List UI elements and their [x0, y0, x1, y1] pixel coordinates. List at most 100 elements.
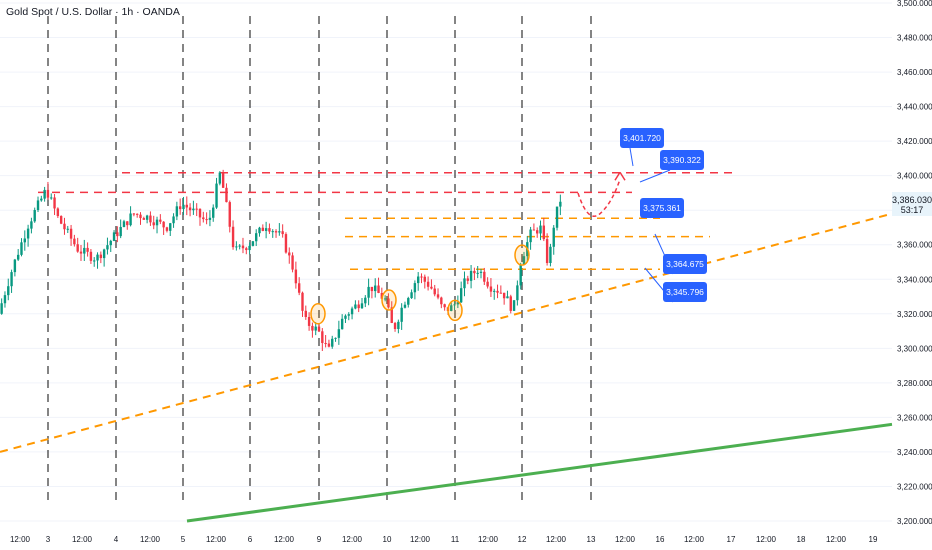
candle-body — [79, 251, 83, 254]
candle-body — [502, 292, 506, 299]
x-tick-label: 17 — [727, 535, 736, 544]
candle-body — [225, 187, 228, 203]
candle-body — [555, 206, 559, 228]
label-leader — [639, 169, 671, 183]
x-tick-label: 5 — [181, 535, 186, 544]
candle-body — [56, 208, 60, 217]
candle-body — [403, 304, 407, 308]
candle-body — [264, 228, 268, 231]
candle-body — [278, 231, 281, 233]
candle-body — [73, 238, 76, 245]
touch-circle — [310, 303, 326, 325]
candle-body — [542, 225, 546, 240]
x-tick-label: 19 — [869, 535, 878, 544]
candle-body — [397, 321, 400, 329]
candle-body — [215, 183, 218, 208]
candle-body — [7, 286, 10, 296]
candle-body — [20, 242, 23, 255]
candle-body — [258, 227, 261, 234]
trendline-major — [186, 422, 893, 523]
candle-body — [109, 240, 112, 246]
x-tick-label: 12:00 — [756, 535, 777, 544]
candle-body — [364, 297, 367, 304]
x-tick-label: 9 — [317, 535, 322, 544]
candle-body — [459, 288, 463, 303]
candle-body — [40, 198, 43, 201]
candle-body — [268, 228, 271, 232]
candle-body — [83, 247, 86, 254]
y-tick-label: 3,440.000 — [897, 103, 932, 112]
candle-body — [208, 217, 212, 220]
candle-body — [350, 308, 354, 315]
price-axis[interactable]: 3,200.000 3,220.000 3,240.000 3,260.000 3,28… — [897, 0, 932, 526]
time-axis[interactable]: 12:00 3 12:00 4 12:00 5 12:00 6 12:00 9 12:00 10 12:… — [10, 535, 878, 544]
candle-body — [271, 231, 274, 233]
x-tick-label: 12:00 — [274, 535, 295, 544]
candle-body — [420, 276, 423, 278]
candle-body — [96, 254, 99, 261]
projection-arrowhead — [614, 171, 626, 181]
candle-body — [116, 232, 119, 237]
candle-body — [235, 246, 238, 248]
candle-body — [440, 297, 443, 305]
candle-body — [238, 245, 241, 247]
candle-body — [337, 329, 341, 338]
candles — [0, 169, 562, 351]
projection-curve — [577, 178, 621, 217]
candle-body — [476, 272, 479, 274]
candle-body — [331, 338, 334, 347]
x-tick-label: 10 — [383, 535, 392, 544]
candle-body — [231, 226, 235, 248]
candle-body — [443, 304, 446, 308]
candle-body — [321, 331, 324, 344]
trendlines — [0, 212, 893, 523]
x-tick-label: 12:00 — [546, 535, 567, 544]
y-tick-label: 3,300.000 — [897, 344, 932, 353]
candle-body — [69, 228, 73, 239]
candle-body — [407, 298, 410, 305]
candle-body — [539, 225, 542, 234]
candle-body — [122, 221, 126, 227]
x-tick-label: 12:00 — [206, 535, 227, 544]
candle-body — [314, 326, 317, 331]
candle-body — [126, 221, 129, 226]
y-tick-label: 3,460.000 — [897, 68, 932, 77]
y-tick-label: 3,420.000 — [897, 137, 932, 146]
candle-body — [506, 296, 509, 299]
x-tick-label: 6 — [248, 535, 253, 544]
candle-body — [178, 206, 182, 210]
x-tick-label: 12:00 — [410, 535, 431, 544]
candle-body — [479, 271, 483, 273]
touch-circle — [514, 244, 530, 266]
level-label-bg — [620, 128, 664, 148]
x-tick-label: 12:00 — [140, 535, 161, 544]
candle-body — [281, 231, 284, 235]
candle-body — [559, 201, 562, 207]
candle-body — [433, 288, 436, 295]
candle-body — [195, 208, 198, 210]
candle-body — [169, 223, 172, 231]
candle-body — [23, 238, 26, 243]
candle-body — [99, 254, 103, 259]
candle-body — [360, 303, 364, 309]
candle-body — [516, 285, 519, 301]
level-labels[interactable]: 3,401.720 3,390.322 3,375.361 3,364.675 3,34… — [620, 128, 707, 303]
candle-body — [66, 228, 69, 230]
candle-body — [367, 286, 370, 298]
candle-body — [288, 252, 291, 256]
countdown: 53:17 — [901, 205, 924, 215]
x-tick-label: 11 — [451, 535, 460, 544]
current-price-tag-bg — [892, 192, 932, 216]
candle-body — [228, 202, 231, 227]
candle-body — [212, 207, 215, 218]
candle-body — [354, 304, 357, 309]
candle-body — [284, 234, 288, 253]
candle-body — [0, 303, 3, 314]
candle-body — [304, 310, 307, 317]
x-tick-label: 4 — [114, 535, 119, 544]
candle-body — [241, 245, 245, 249]
candle-body — [3, 295, 7, 304]
level-label-text: 3,390.322 — [663, 155, 701, 165]
candle-body — [436, 294, 440, 298]
